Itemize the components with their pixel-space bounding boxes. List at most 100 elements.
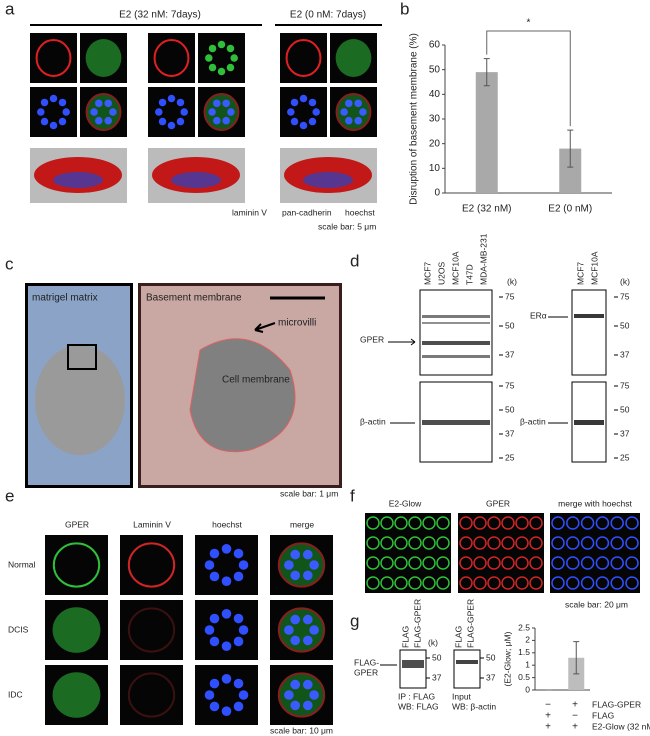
micrograph	[120, 600, 183, 660]
micrograph-signal	[394, 536, 408, 550]
micrograph-signal	[233, 548, 244, 559]
blot	[399, 649, 427, 689]
micrograph-signal	[153, 39, 190, 77]
condition-label: FLAG	[592, 710, 614, 720]
significance-bracket	[486, 30, 571, 127]
micrograph-signal	[222, 116, 230, 125]
micrograph-signal	[104, 99, 112, 108]
micrograph-signal	[221, 576, 232, 586]
marker-label: 37	[505, 428, 515, 438]
micrograph-signal	[158, 98, 167, 107]
blot-note: WB: FLAG	[398, 701, 439, 711]
unit-label: (k)	[620, 276, 630, 286]
micrograph-signal	[176, 117, 185, 126]
micrograph-signal	[354, 116, 362, 125]
micrograph-signal	[551, 556, 565, 570]
blot-band	[574, 420, 604, 425]
blot-note: Input	[452, 691, 472, 701]
micrograph-signal	[529, 556, 543, 570]
micrograph-signal	[233, 613, 244, 624]
lane-label: U2OS	[436, 262, 446, 285]
condition-sign: −	[545, 700, 551, 711]
micrograph-signal	[85, 93, 122, 131]
y-tick-label: 0	[434, 188, 440, 199]
panel-label: b	[400, 0, 409, 18]
blot	[453, 649, 481, 689]
micrograph-signal	[49, 94, 58, 103]
micrograph-signal	[290, 635, 301, 646]
micrograph-signal	[49, 121, 58, 130]
micrograph-signal	[501, 516, 515, 530]
marker-label: 50	[432, 652, 442, 662]
micrograph-signal	[287, 108, 295, 116]
micrograph-signal	[109, 108, 117, 116]
micrograph-signal	[226, 44, 235, 53]
micrograph-signal	[52, 542, 101, 588]
micrograph-signal	[285, 39, 322, 77]
micrograph-signal	[473, 576, 487, 590]
micrograph-signal	[238, 690, 249, 700]
micrograph-signal	[394, 576, 408, 590]
marker-label: 50	[620, 320, 630, 330]
micrograph-signal	[127, 542, 176, 588]
column-header: hoechst	[212, 519, 242, 529]
micrograph-signal	[487, 556, 501, 570]
y-tick-label: 1	[525, 659, 530, 669]
panel-label: a	[5, 0, 15, 18]
micrograph-signal	[302, 679, 313, 690]
micrograph-signal	[312, 108, 320, 116]
y-tick-label: 30	[429, 114, 441, 125]
micrograph-signal	[204, 625, 215, 635]
micrograph-signal	[127, 607, 176, 653]
panel-label: e	[5, 486, 14, 505]
micrograph-signal	[222, 99, 230, 108]
micrograph-signal	[308, 117, 317, 126]
micrograph-signal	[204, 560, 215, 570]
marker-label: 37	[620, 428, 630, 438]
y-tick-label: 40	[429, 89, 441, 100]
micrograph-signal	[366, 556, 380, 570]
micrograph-signal	[90, 108, 98, 116]
micrograph-signal	[515, 536, 529, 550]
micrograph-signal	[345, 99, 353, 108]
marker-label: 50	[486, 652, 496, 662]
micrograph-signal	[290, 98, 299, 107]
legend-entry: pan-cadherin	[282, 207, 332, 217]
column-header: E2 (32 nM: 7days)	[119, 10, 201, 21]
micrograph-signal	[408, 576, 422, 590]
micrograph-signal	[52, 672, 101, 718]
micrograph-signal	[408, 516, 422, 530]
micrograph-signal	[580, 556, 595, 570]
micrograph-signal	[95, 99, 103, 108]
micrograph-signal	[551, 516, 565, 530]
micrograph-signal	[277, 607, 326, 653]
micrograph-signal	[501, 536, 515, 550]
micrograph-signal	[238, 560, 249, 570]
micrograph-signal	[85, 39, 122, 77]
micrograph	[30, 33, 77, 83]
micrograph-signal	[127, 672, 176, 718]
micrograph	[550, 513, 640, 593]
micrograph-signal	[595, 556, 610, 570]
condition-label: E2-Glow (32 nM)	[592, 721, 650, 731]
micrograph-signal	[58, 98, 67, 107]
scale-bar-label: scale bar: 1 μm	[280, 488, 338, 498]
blot-note: IP : FLAG	[398, 691, 435, 701]
micrograph-signal	[473, 536, 487, 550]
micrograph-signal	[625, 576, 639, 590]
lane-label: MCF10A	[450, 251, 460, 285]
blot	[571, 289, 607, 376]
micrograph	[365, 513, 451, 593]
micrograph-signal	[422, 516, 436, 530]
micrograph-signal	[595, 536, 610, 550]
panel-label: f	[350, 486, 355, 505]
column-header: GPER	[65, 519, 89, 529]
micrograph-signal	[303, 700, 313, 711]
column-header: GPER	[486, 498, 510, 508]
marker-label: 50	[505, 404, 515, 414]
lane-label: MDA-MB-231	[478, 233, 488, 285]
lane-label: MCF10A	[589, 251, 599, 285]
micrograph-signal	[473, 516, 487, 530]
micrograph	[120, 535, 183, 595]
micrograph-signal	[290, 614, 300, 625]
